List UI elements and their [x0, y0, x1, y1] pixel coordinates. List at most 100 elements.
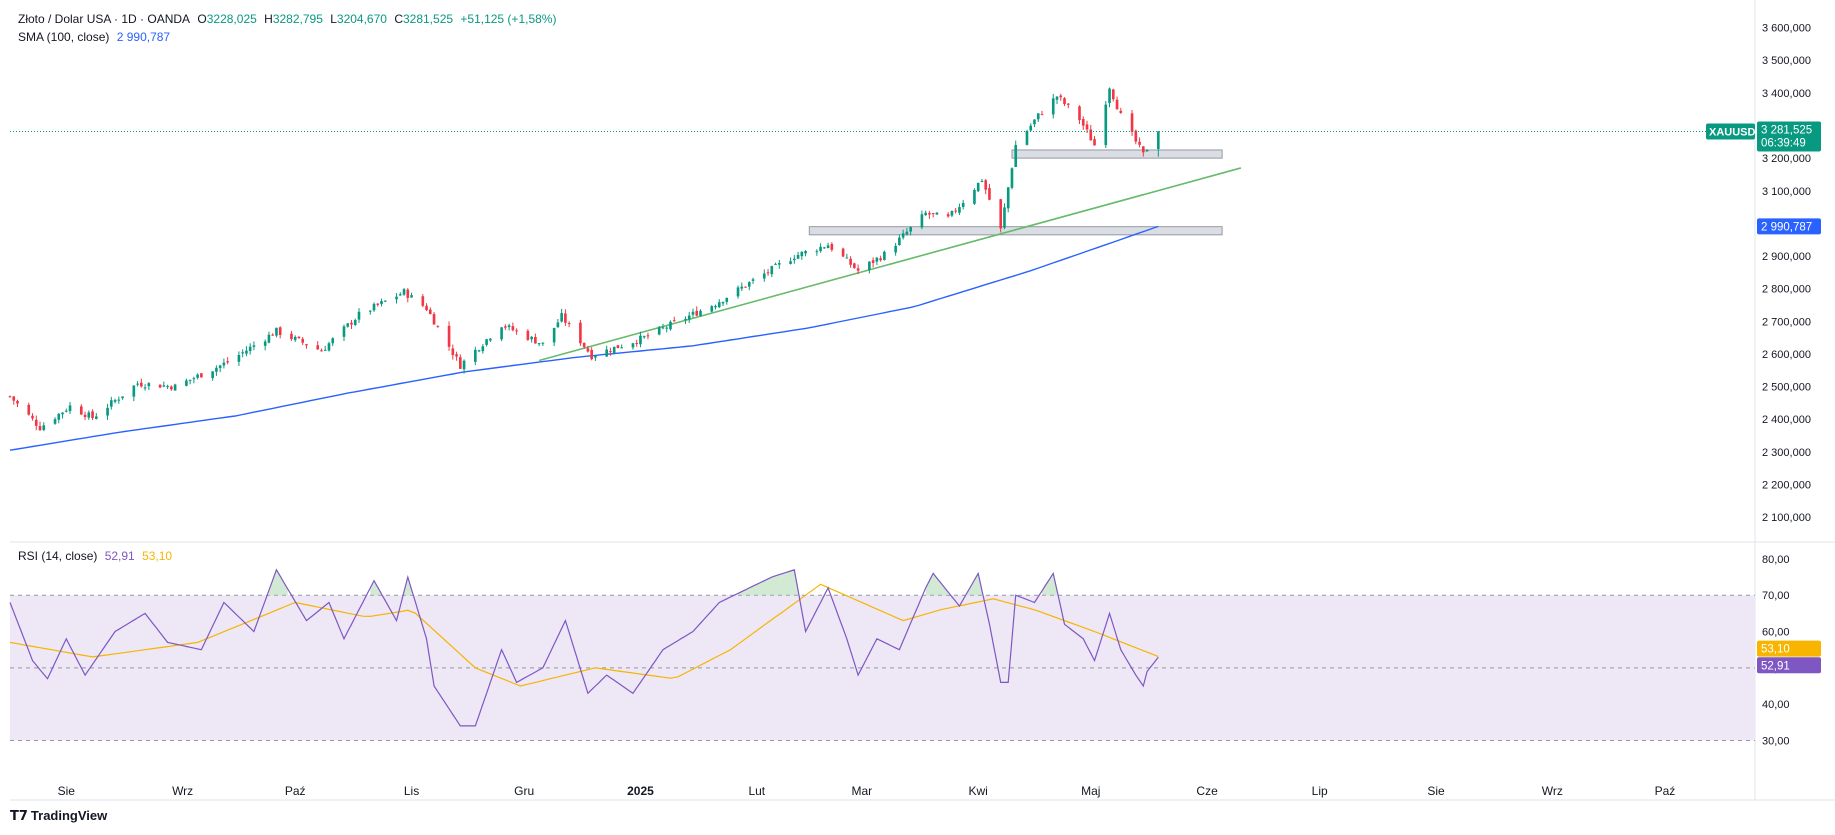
x-tick-label: Sie: [1427, 784, 1445, 798]
candle: [875, 256, 879, 266]
change-value: +51,125 (+1,58%): [460, 12, 557, 26]
candle: [158, 384, 162, 388]
candle: [564, 309, 567, 326]
x-tick-label: Mar: [852, 784, 873, 798]
candle: [526, 328, 530, 341]
candle: [477, 349, 481, 353]
candle: [841, 247, 845, 258]
candle: [113, 398, 117, 404]
sma-label: SMA (100, close): [18, 30, 110, 44]
candle: [879, 255, 882, 262]
candle: [717, 299, 721, 308]
candle: [368, 310, 372, 315]
last-price-tag-text: 3 281,525: [1761, 125, 1812, 137]
price-tick-label: 3 200,000: [1762, 153, 1811, 165]
candle: [898, 234, 901, 246]
candle: [106, 403, 109, 421]
candle: [687, 311, 691, 324]
candle: [747, 281, 751, 291]
candle: [237, 351, 241, 366]
candle: [436, 325, 440, 328]
candle: [267, 331, 271, 344]
candle: [631, 342, 635, 350]
candle: [406, 288, 410, 303]
candle: [665, 326, 669, 333]
price-tick-label: 2 800,000: [1762, 284, 1811, 296]
candle: [1145, 149, 1149, 152]
x-tick-label: Wrz: [1542, 784, 1563, 798]
candle: [87, 410, 91, 420]
rsi-overbought-fill: [370, 580, 382, 596]
candle: [34, 415, 38, 431]
candle: [530, 335, 533, 343]
rsi-ma-tag: 53,10: [1757, 640, 1821, 657]
candle: [16, 399, 19, 408]
candle: [1003, 203, 1006, 230]
candle: [612, 346, 616, 355]
candle: [1010, 167, 1014, 190]
candle: [162, 381, 166, 388]
candle: [188, 379, 192, 385]
rsi-overbought-fill: [966, 573, 982, 596]
candle: [245, 346, 248, 357]
x-tick-label: Lis: [404, 784, 419, 798]
candle: [241, 349, 244, 358]
tradingview-logo[interactable]: 𝗧𝟳 TradingView: [10, 808, 107, 824]
candle: [1055, 96, 1059, 104]
candle: [462, 359, 466, 374]
candle: [954, 208, 957, 214]
candle: [451, 344, 455, 360]
candle: [215, 365, 218, 376]
candle: [64, 408, 68, 413]
price-tick-label: 3 600,000: [1762, 23, 1811, 35]
candle: [669, 320, 672, 331]
candle: [789, 257, 792, 265]
candle: [871, 257, 875, 268]
x-tick-label: 2025: [627, 784, 654, 798]
candle: [560, 308, 563, 323]
candle: [372, 302, 376, 312]
candle: [331, 337, 335, 347]
candle: [320, 348, 323, 352]
candle: [901, 229, 905, 240]
price-tick-label: 2 500,000: [1762, 382, 1811, 394]
candle: [646, 332, 650, 340]
rsi-tick-label: 30,00: [1762, 735, 1790, 747]
rsi-overbought-fill: [925, 573, 949, 596]
candle: [1063, 97, 1066, 106]
sma-value: 2 990,787: [116, 30, 171, 44]
candle: [762, 269, 766, 282]
rsi-label: RSI (14, close): [18, 549, 98, 563]
candle: [1111, 88, 1115, 102]
symbol-tag-text: XAUUSD: [1709, 127, 1756, 139]
candle: [1078, 105, 1081, 125]
low-value: 3204,670: [336, 12, 387, 26]
candle: [534, 333, 537, 344]
candle: [657, 326, 661, 336]
candle: [714, 304, 717, 310]
candle: [710, 305, 714, 313]
candle: [110, 396, 113, 410]
sma-tag-text: 2 990,787: [1761, 221, 1812, 233]
candle: [485, 338, 488, 347]
candle: [894, 242, 897, 256]
rsi-ma-tag-text: 53,10: [1761, 644, 1790, 656]
candle: [639, 331, 642, 348]
price-tick-label: 2 300,000: [1762, 447, 1811, 459]
candle: [481, 344, 485, 354]
candle: [684, 316, 687, 324]
rsi-tick-label: 80,00: [1762, 554, 1790, 566]
candle: [301, 337, 305, 345]
candle: [1029, 123, 1033, 132]
candle: [856, 264, 860, 275]
candle: [928, 210, 931, 219]
candle: [323, 345, 327, 351]
candle: [552, 327, 556, 346]
candle: [976, 182, 980, 193]
candle: [226, 357, 229, 365]
candle: [1025, 129, 1029, 146]
candle: [556, 318, 560, 328]
rsi-overbought-fill: [404, 577, 412, 596]
